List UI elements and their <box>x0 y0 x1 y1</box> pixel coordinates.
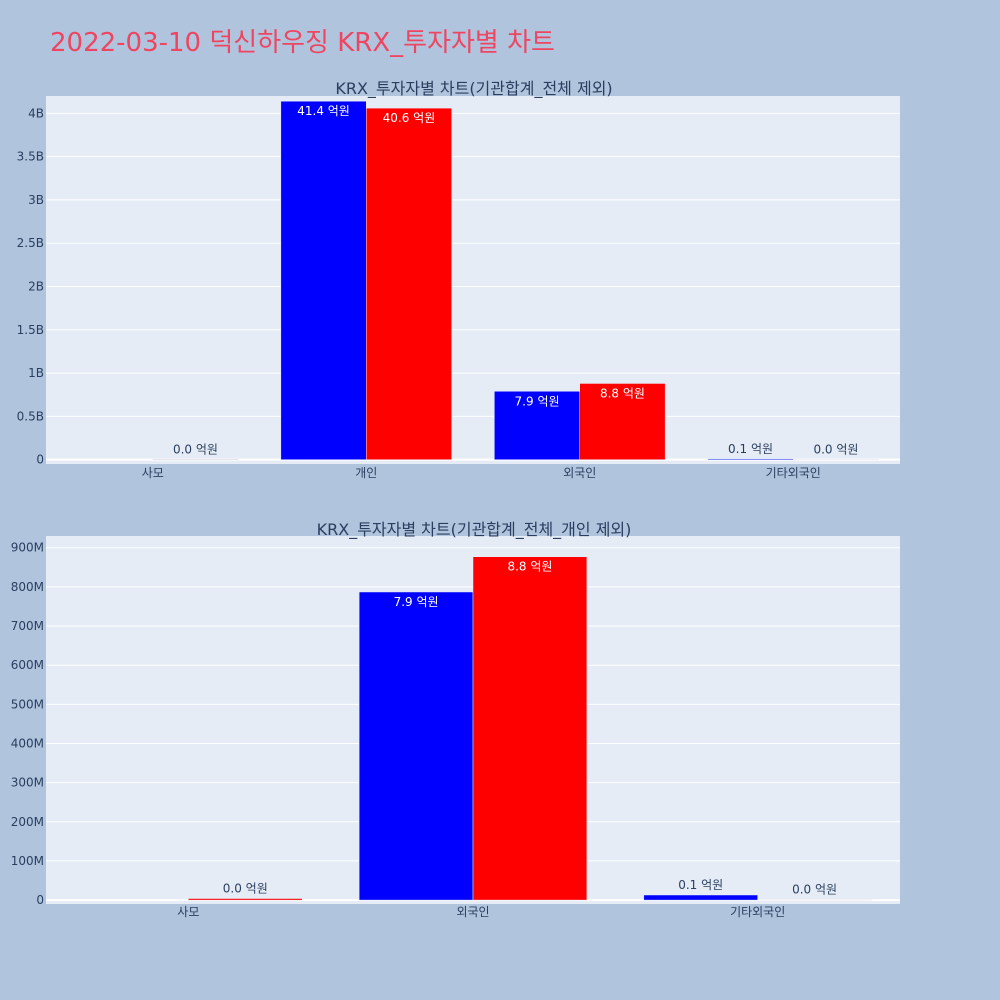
data-label: 8.8 억원 <box>600 386 645 400</box>
data-label: 0.0 억원 <box>813 443 858 457</box>
data-label: 0.1 억원 <box>678 878 723 892</box>
x-tick-label: 외국인 <box>456 905 489 919</box>
x-tick-label: 기타외국인 <box>766 466 821 480</box>
data-label: 0.0 억원 <box>792 883 837 897</box>
y-tick-label: 800M <box>11 580 44 594</box>
y-tick-label: 900M <box>11 541 44 555</box>
y-tick-label: 700M <box>11 619 44 633</box>
chart-title: KRX_투자자별 차트(기관합계_전체 제외) <box>335 79 612 99</box>
page-title: 2022-03-10 덕신하우징 KRX_투자자별 차트 <box>50 28 555 58</box>
bar <box>472 556 588 901</box>
y-tick-label: 3B <box>28 193 44 207</box>
bar-chart-all-investors: 0 0.5B 1B 1.5B 2B 2.5B 3B 3.5B 4B KRX_투자자별 차트(기관합… <box>17 79 900 480</box>
data-label: 0.0 억원 <box>223 882 268 896</box>
data-label: 0.0 억원 <box>173 442 218 456</box>
y-tick-label: 0 <box>36 453 44 467</box>
bar <box>358 591 474 901</box>
y-tick-label: 200M <box>11 815 44 829</box>
bar-chart-excluding-individual: 0 100M 200M 300M 400M 500M 600M 700M 800M 900M KRX… <box>11 520 900 919</box>
y-tick-label: 500M <box>11 697 44 711</box>
y-tick-label: 1B <box>28 366 44 380</box>
x-tick-label: 개인 <box>355 466 377 480</box>
bar <box>366 107 452 460</box>
y-tick-label: 100M <box>11 854 44 868</box>
chart-title: KRX_투자자별 차트(기관합계_전체_개인 제외) <box>317 520 632 540</box>
y-tick-label: 4B <box>28 106 44 120</box>
bar <box>643 894 758 901</box>
data-label: 7.9 억원 <box>515 394 560 408</box>
y-tick-label: 0.5B <box>17 409 44 423</box>
x-tick-label: 사모 <box>142 466 164 480</box>
y-tick-label: 2B <box>28 279 44 293</box>
x-tick-label: 사모 <box>177 905 199 919</box>
y-tick-label: 0 <box>36 893 44 907</box>
plot-area <box>46 96 900 464</box>
x-tick-label: 기타외국인 <box>730 905 785 919</box>
y-tick-label: 600M <box>11 658 44 672</box>
data-label: 41.4 억원 <box>297 104 350 118</box>
y-tick-label: 3.5B <box>17 150 44 164</box>
x-tick-label: 외국인 <box>563 466 596 480</box>
bar <box>579 383 666 460</box>
bar <box>188 898 303 901</box>
data-label: 0.1 억원 <box>728 442 773 456</box>
bar <box>280 100 367 460</box>
data-label: 40.6 억원 <box>383 111 436 125</box>
data-label: 8.8 억원 <box>507 560 552 574</box>
bar <box>494 391 581 460</box>
y-tick-label: 400M <box>11 736 44 750</box>
data-label: 7.9 억원 <box>394 595 439 609</box>
y-tick-label: 1.5B <box>17 323 44 337</box>
bar <box>707 458 794 460</box>
y-tick-label: 300M <box>11 776 44 790</box>
y-tick-label: 2.5B <box>17 236 44 250</box>
